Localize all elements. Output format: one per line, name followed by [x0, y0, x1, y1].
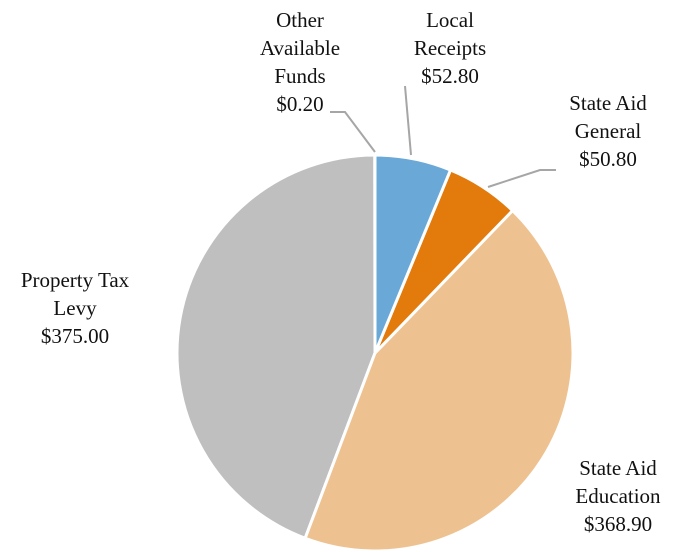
category-label: Property Tax Levy	[20, 268, 130, 320]
slice-label: State Aid General $50.80	[543, 89, 673, 173]
category-label: State Aid Education	[575, 456, 661, 508]
value-label: $0.20	[276, 92, 324, 116]
category-label: State Aid General	[569, 91, 647, 143]
value-label: $375.00	[40, 324, 110, 348]
slice-label: State Aid Education $368.90	[553, 454, 678, 538]
value-label: $368.90	[583, 512, 653, 536]
value-label: $50.80	[579, 147, 637, 171]
slice-label: Local Receipts $52.80	[400, 6, 500, 90]
slice-label: Property Tax Levy $375.00	[0, 266, 150, 350]
pie-slice	[373, 153, 453, 355]
pie-slice	[303, 209, 575, 552]
slice-label: Other Available Funds $0.20	[245, 6, 355, 118]
pie-slice	[175, 153, 377, 540]
category-label: Local Receipts	[413, 8, 487, 60]
category-label: Other Available Funds	[259, 8, 341, 88]
value-label: $52.80	[421, 64, 479, 88]
leader-line	[487, 169, 556, 188]
leader-line	[330, 111, 376, 153]
leader-line	[404, 85, 412, 156]
